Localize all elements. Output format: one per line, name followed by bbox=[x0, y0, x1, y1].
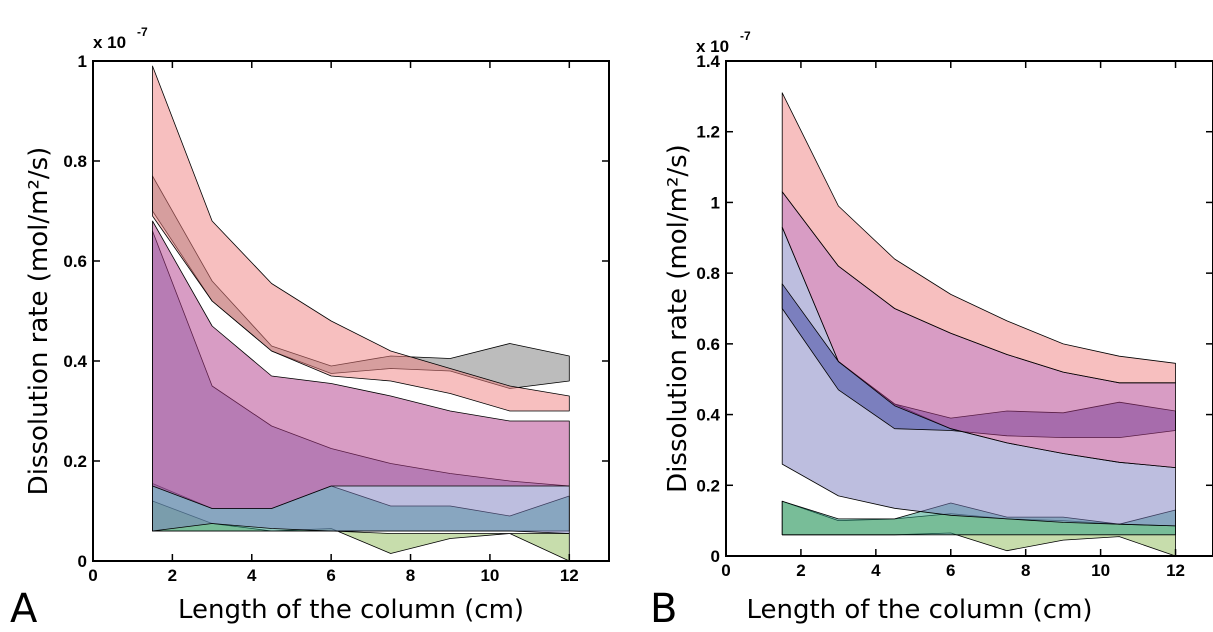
x-tick-label: 10 bbox=[480, 566, 499, 585]
x-tick-label: 2 bbox=[796, 561, 805, 580]
panel-letter: B bbox=[650, 586, 677, 632]
x-tick-label: 6 bbox=[946, 561, 955, 580]
x-tick-label: 4 bbox=[871, 561, 881, 580]
y-axis-title: Dissolution rate (mol/m²/s) bbox=[24, 147, 54, 496]
x-tick-label: 12 bbox=[560, 566, 579, 585]
y-tick-label: 1.2 bbox=[696, 123, 720, 142]
x-tick-label: 6 bbox=[326, 566, 335, 585]
x-axis-title: Length of the column (cm) bbox=[178, 595, 524, 625]
bands bbox=[152, 65, 570, 561]
y-exponent: -7 bbox=[740, 29, 751, 43]
y-tick-label: 0.8 bbox=[63, 152, 87, 171]
x-tick-label: 2 bbox=[168, 566, 177, 585]
x-tick-label: 8 bbox=[1021, 561, 1030, 580]
y-tick-label: 0.2 bbox=[696, 476, 720, 495]
y-axis-title: Dissolution rate (mol/m²/s) bbox=[663, 144, 693, 493]
y-tick-label: 0 bbox=[711, 547, 720, 566]
x-tick-label: 8 bbox=[406, 566, 415, 585]
y-tick-label: 0.4 bbox=[696, 406, 720, 425]
y-tick-label: 1.4 bbox=[696, 52, 720, 71]
panel-b: 0 2 4 6 8 10 12 0 0.2 0.4 0.6 0.8 1 1.2 1.4x 10 -7 Lengt… bbox=[650, 29, 1213, 632]
y-multiplier: x 10 bbox=[696, 37, 729, 56]
y-multiplier: x 10 bbox=[93, 33, 126, 52]
x-tick-label: 0 bbox=[88, 566, 97, 585]
x-tick-label: 10 bbox=[1091, 561, 1110, 580]
y-tick-label: 0.4 bbox=[63, 352, 87, 371]
y-exponent: -7 bbox=[137, 25, 148, 39]
band-6 bbox=[152, 65, 570, 412]
x-tick-label: 0 bbox=[721, 561, 730, 580]
x-axis-title: Length of the column (cm) bbox=[746, 595, 1092, 625]
y-tick-label: 0.6 bbox=[696, 335, 720, 354]
y-tick-label: 1 bbox=[78, 52, 87, 71]
y-tick-label: 0.8 bbox=[696, 264, 720, 283]
x-tick-label: 4 bbox=[247, 566, 257, 585]
bands bbox=[781, 92, 1176, 556]
y-tick-label: 0 bbox=[78, 552, 87, 571]
y-tick-label: 0.2 bbox=[63, 452, 87, 471]
panel-a: 0 2 4 6 8 10 12 0 0.2 0.4 0.6 0.8 1 x 10 -7 Length of t… bbox=[10, 25, 610, 632]
axes-box bbox=[725, 60, 1213, 557]
panel-letter: A bbox=[10, 586, 38, 632]
axes-box bbox=[92, 60, 610, 562]
y-tick-label: 0.6 bbox=[63, 252, 87, 271]
band-4 bbox=[152, 220, 570, 509]
band-6 bbox=[781, 92, 1176, 384]
y-tick-label: 1 bbox=[711, 193, 720, 212]
x-tick-label: 12 bbox=[1166, 561, 1185, 580]
